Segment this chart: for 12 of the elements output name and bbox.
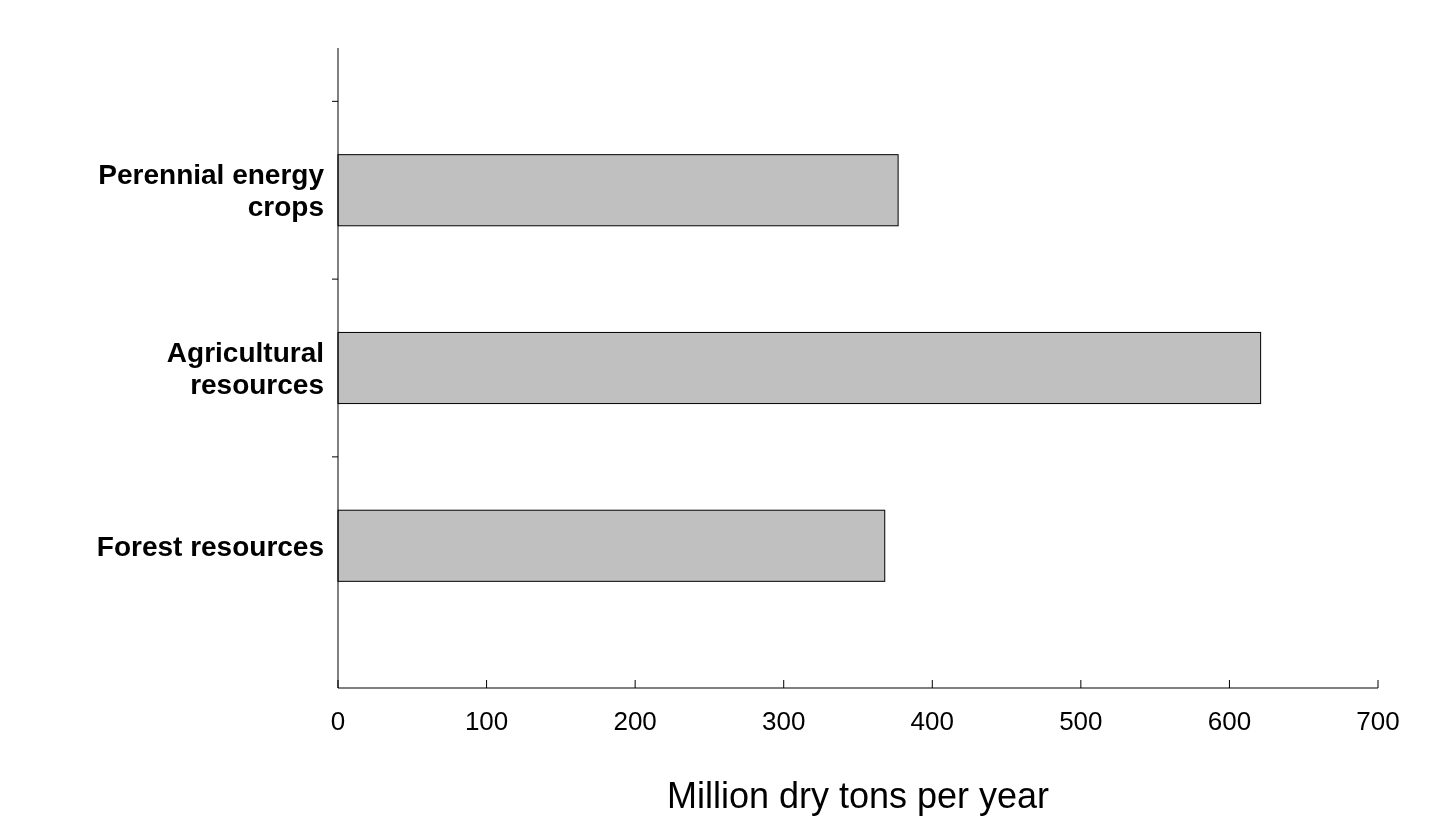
- x-tick-label: 0: [330, 706, 346, 736]
- x-axis-title: Million dry tons per year: [666, 775, 1050, 816]
- x-tick-label: 600: [1207, 706, 1252, 736]
- y-tick-label: Perennial energy crops: [98, 159, 325, 223]
- x-tick-label: 700: [1356, 706, 1400, 736]
- x-tick-label: 200: [613, 706, 657, 736]
- x-tick-label: 300: [762, 706, 806, 736]
- y-tick-label: Forest resources: [96, 530, 324, 562]
- x-tick-label: 500: [1059, 706, 1103, 736]
- x-tick-label: 100: [464, 706, 509, 736]
- y-tick-label: Agricultural resources: [166, 336, 324, 400]
- x-tick-label: 400: [910, 706, 954, 736]
